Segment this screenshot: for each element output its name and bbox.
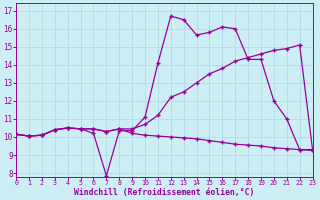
X-axis label: Windchill (Refroidissement éolien,°C): Windchill (Refroidissement éolien,°C) (74, 188, 254, 197)
